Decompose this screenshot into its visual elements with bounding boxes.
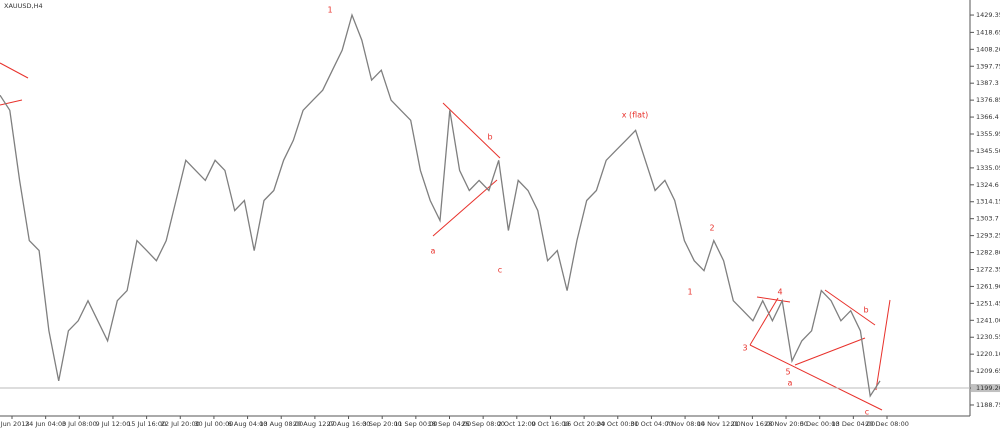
trend-line <box>749 297 779 346</box>
x-tick-label: 24 Oct 00:00 <box>597 420 639 428</box>
x-tick-label: 5 Dec 00:00 <box>800 420 840 428</box>
trend-line <box>432 179 498 237</box>
x-tick-label: 16 Oct 20:00 <box>563 420 605 428</box>
y-tick-label: 1241.00 <box>976 316 1000 324</box>
y-tick-label: 1272.35 <box>976 265 1000 273</box>
x-tick-label: 7 Jun 2013 <box>0 420 29 428</box>
x-tick-label: 30 Jul 00:00 <box>194 420 233 428</box>
y-tick-label: 1387.3 <box>976 79 999 87</box>
trend-line <box>875 299 891 391</box>
y-tick-label: 1314.15 <box>976 198 1000 206</box>
trend-line <box>749 344 883 411</box>
y-tick-label: 1293.25 <box>976 232 1000 240</box>
trend-line <box>794 337 866 366</box>
y-tick-label: 1209.65 <box>976 367 1000 375</box>
wave-label: x (flat) <box>622 111 649 120</box>
current-price-box <box>971 384 1000 393</box>
x-tick-label: 25 Sep 08:00 <box>461 420 504 428</box>
wave-label: b <box>863 306 868 315</box>
y-tick-label: 1397.75 <box>976 62 1000 70</box>
y-tick-label: 1188.75 <box>976 401 1000 409</box>
y-tick-label: 1429.35 <box>976 11 1000 19</box>
wave-label: 4 <box>777 288 782 297</box>
x-tick-label: 13 Dec 04:00 <box>831 420 875 428</box>
y-tick-label: 1230.55 <box>976 333 1000 341</box>
x-tick-label: 18 Sep 04:00 <box>428 420 471 428</box>
wave-label: 3 <box>742 344 747 353</box>
price-line <box>0 12 881 398</box>
x-tick-label: 9 Oct 16:00 <box>531 420 569 428</box>
x-tick-label: 3 Sep 20:00 <box>363 420 402 428</box>
x-tick-label: 11 Sep 00:00 <box>394 420 437 428</box>
x-tick-label: 2 Oct 12:00 <box>498 420 536 428</box>
x-tick-label: 28 Nov 20:00 <box>764 420 808 428</box>
x-tick-label: 27 Aug 16:00 <box>327 420 371 428</box>
y-tick-label: 1261.90 <box>976 282 1000 290</box>
chart-title: XAUUSD,H4 <box>4 2 43 10</box>
trend-line <box>824 289 876 326</box>
x-tick-label: 15 Jul 16:00 <box>127 420 166 428</box>
y-tick-label: 1324.6 <box>976 181 999 189</box>
wave-label: 1 <box>687 288 692 297</box>
x-tick-label: 31 Oct 04:00 <box>630 420 672 428</box>
x-tick-label: 21 Nov 16:00 <box>730 420 774 428</box>
x-tick-label: 14 Nov 12:00 <box>697 420 741 428</box>
y-tick-label: 1220.10 <box>976 350 1000 358</box>
x-tick-label: 22 Jul 20:00 <box>161 420 200 428</box>
y-tick-label: 1303.7 <box>976 215 999 223</box>
wave-label: c <box>865 408 869 417</box>
x-tick-label: 24 Jun 04:00 <box>25 420 66 428</box>
wave-label: 1 <box>327 6 332 15</box>
y-tick-label: 1355.95 <box>976 130 1000 138</box>
trend-line <box>442 102 501 159</box>
current-price-label: 1199.20 <box>976 384 1000 392</box>
y-tick-label: 1376.85 <box>976 96 1000 104</box>
x-tick-label: 20 Aug 12:00 <box>293 420 337 428</box>
y-tick-label: 1366.4 <box>976 113 999 121</box>
y-tick-label: 1408.20 <box>976 45 1000 53</box>
wave-label: c <box>498 266 502 275</box>
trend-line <box>0 62 29 79</box>
wave-label: a <box>788 379 793 388</box>
x-tick-label: 6 Aug 04:00 <box>228 420 268 428</box>
y-tick-label: 1251.45 <box>976 299 1000 307</box>
y-tick-label: 1345.50 <box>976 147 1000 155</box>
trend-lines <box>0 62 891 411</box>
trend-line <box>756 296 791 303</box>
x-tick-label: 3 Jul 08:00 <box>62 420 97 428</box>
x-tick-label: 9 Jul 12:00 <box>96 420 131 428</box>
y-tick-label: 1418.65 <box>976 28 1000 36</box>
x-tick-label: 7 Nov 08:00 <box>665 420 705 428</box>
wave-label: 2 <box>709 224 714 233</box>
y-tick-label: 1335.05 <box>976 164 1000 172</box>
trend-line <box>0 99 23 106</box>
wave-label: 5 <box>785 368 790 377</box>
x-tick-label: 20 Dec 08:00 <box>865 420 909 428</box>
wave-label: b <box>487 133 492 142</box>
wave-label: a <box>431 247 436 256</box>
x-tick-label: 13 Aug 08:00 <box>259 420 303 428</box>
y-tick-label: 1282.80 <box>976 249 1000 257</box>
